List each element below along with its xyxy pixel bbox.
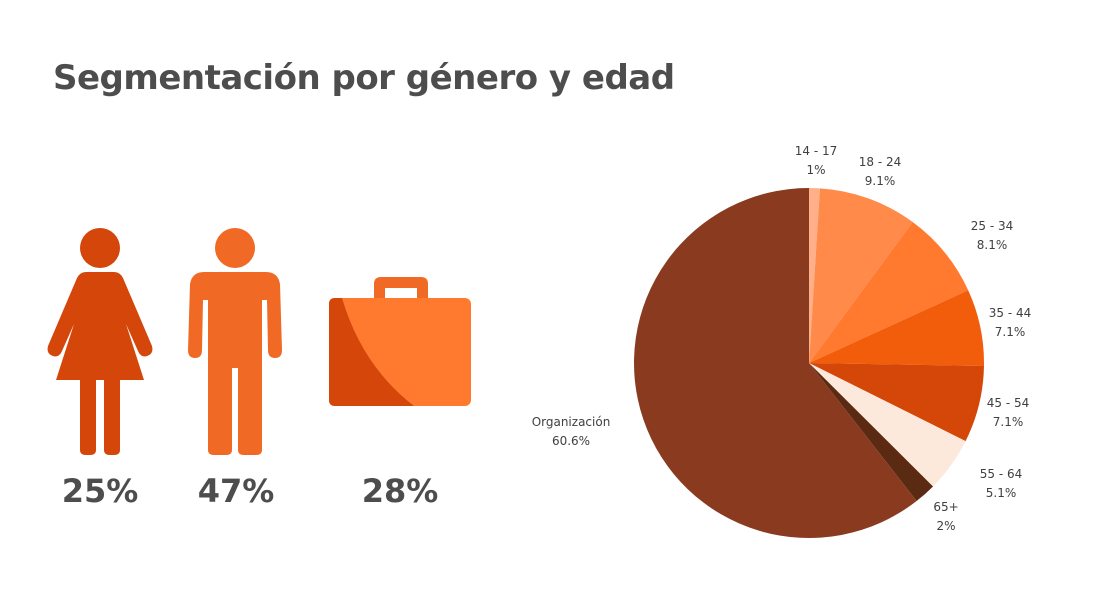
briefcase-icon (329, 277, 471, 406)
pie-slice-4 (809, 290, 984, 367)
slice-label-6: 55 - 64 5.1% (980, 467, 1023, 500)
slice-label-2: 18 - 24 9.1% (859, 155, 902, 188)
man-icon (188, 228, 282, 455)
pie-slice-2 (809, 188, 913, 363)
pie-slice-7 (809, 363, 934, 502)
pie-slice-1 (809, 187, 820, 363)
slice-label-5: 45 - 54 7.1% (987, 396, 1030, 429)
woman-percentage: 25% (61, 472, 139, 510)
woman-icon (47, 228, 153, 455)
pie-slice-6 (809, 363, 966, 487)
organization-percentage: 28% (361, 472, 439, 510)
slice-label-8: Organización 60.6% (532, 415, 611, 448)
page-title: Segmentación por género y edad (53, 58, 675, 98)
man-percentage: 47% (197, 472, 275, 510)
slice-label-4: 35 - 44 7.1% (989, 306, 1032, 339)
pie-slice-3 (809, 222, 969, 363)
pie-slice-5 (809, 363, 984, 442)
slice-label-3: 25 - 34 8.1% (971, 219, 1014, 252)
slice-label-7: 65+ 2% (933, 500, 958, 533)
pie-slice-8 (633, 188, 917, 538)
slice-label-1: 14 - 17 1% (795, 144, 838, 177)
